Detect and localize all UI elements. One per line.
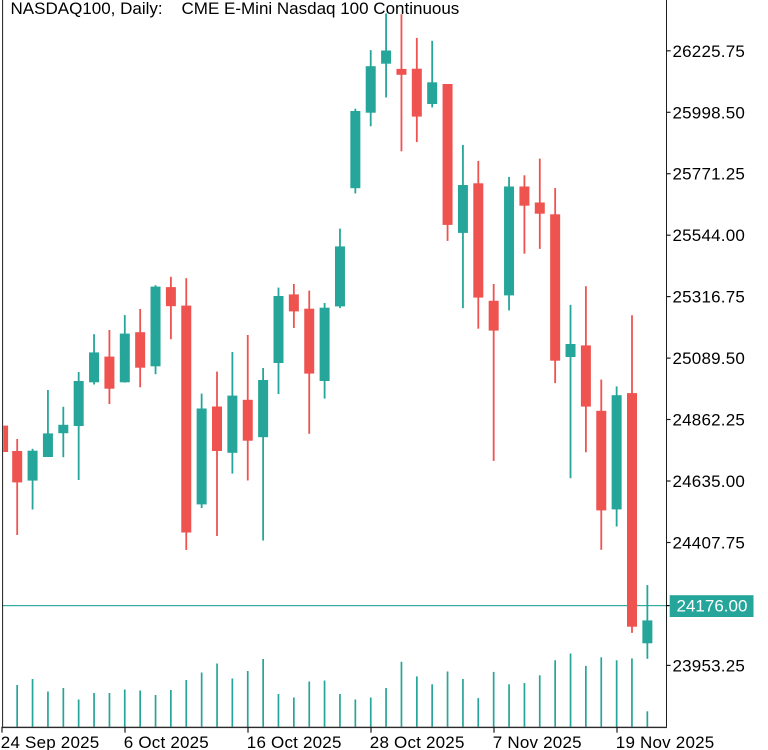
svg-text:25089.50: 25089.50 bbox=[673, 349, 746, 368]
svg-text:25771.25: 25771.25 bbox=[673, 165, 746, 184]
svg-text:19 Nov 2025: 19 Nov 2025 bbox=[616, 733, 715, 750]
svg-text:24407.75: 24407.75 bbox=[673, 534, 746, 553]
svg-text:25998.50: 25998.50 bbox=[673, 103, 746, 122]
svg-text:25316.75: 25316.75 bbox=[673, 288, 746, 307]
svg-text:NASDAQ100, Daily: CME E-Min: NASDAQ100, Daily: CME E-Mini Nasdaq 100 … bbox=[11, 0, 460, 18]
svg-text:24862.25: 24862.25 bbox=[673, 411, 746, 430]
svg-text:24176.00: 24176.00 bbox=[677, 597, 748, 616]
svg-text:24 Sep 2025: 24 Sep 2025 bbox=[1, 733, 100, 750]
svg-text:16 Oct 2025: 16 Oct 2025 bbox=[247, 733, 342, 750]
svg-text:25544.00: 25544.00 bbox=[673, 226, 746, 245]
svg-text:28 Oct 2025: 28 Oct 2025 bbox=[370, 733, 465, 750]
svg-text:23953.25: 23953.25 bbox=[673, 656, 746, 675]
svg-text:7 Nov 2025: 7 Nov 2025 bbox=[493, 733, 582, 750]
svg-text:26225.75: 26225.75 bbox=[673, 42, 746, 61]
svg-text:6 Oct 2025: 6 Oct 2025 bbox=[124, 733, 209, 750]
svg-text:24635.00: 24635.00 bbox=[673, 472, 746, 491]
